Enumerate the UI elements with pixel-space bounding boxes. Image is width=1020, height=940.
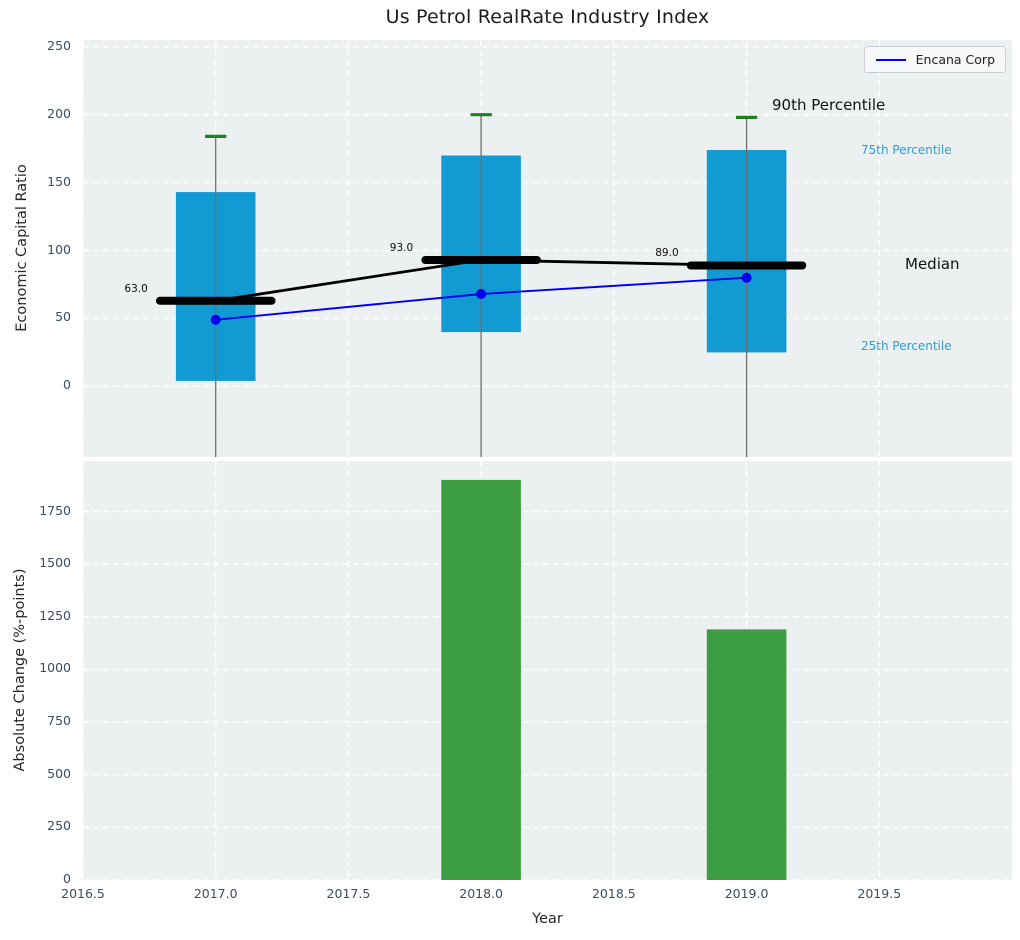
top-y-tick-200: 200 xyxy=(47,105,71,121)
x-tick-2016.5: 2016.5 xyxy=(61,886,105,901)
bottom-y-tick-750: 750 xyxy=(47,713,71,729)
top-y-tick-100: 100 xyxy=(47,241,71,257)
encana-point-2018 xyxy=(476,289,487,299)
bottom-y-tick-0: 0 xyxy=(63,871,71,886)
x-tick-2018.5: 2018.5 xyxy=(591,886,636,901)
annotation-median: Median xyxy=(905,255,960,273)
x-tick-2017: 2017.0 xyxy=(193,886,238,901)
annotation-75th-percentile: 75th Percentile xyxy=(861,143,952,157)
encana-point-2017 xyxy=(210,314,221,325)
chart-title: Us Petrol RealRate Industry Index xyxy=(385,6,710,28)
legend-line-icon xyxy=(875,58,906,61)
top-y-tick-250: 250 xyxy=(47,37,71,53)
bottom-y-tick-1000: 1000 xyxy=(39,660,71,676)
x-tick-2017.5: 2017.5 xyxy=(326,886,371,901)
legend-label: Encana Corp xyxy=(915,52,995,67)
bottom-y-tick-250: 250 xyxy=(47,818,71,834)
change-bar-2018 xyxy=(441,479,521,880)
bottom-y-tick-500: 500 xyxy=(47,765,71,781)
annotation-90th-percentile: 90th Percentile xyxy=(772,96,886,114)
bottom-y-tick-1250: 1250 xyxy=(39,607,71,623)
x-tick-2019.5: 2019.5 xyxy=(857,886,902,901)
bottom-y-tick-1750: 1750 xyxy=(39,502,71,518)
top-y-tick-0: 0 xyxy=(63,377,71,393)
bottom-plot-area xyxy=(83,461,1012,880)
median-value-label-2017: 63.0 xyxy=(124,282,148,295)
x-tick-2018: 2018.0 xyxy=(459,886,504,901)
median-value-label-2019: 89.0 xyxy=(655,247,679,260)
median-value-label-2018: 93.0 xyxy=(389,242,414,255)
x-axis-title: Year xyxy=(532,911,563,927)
change-bar-2019 xyxy=(706,629,787,880)
top-y-tick-50: 50 xyxy=(55,309,71,325)
x-tick-2019: 2019.0 xyxy=(724,886,769,901)
top-plot-area xyxy=(83,40,1012,457)
annotation-25th-percentile: 25th Percentile xyxy=(861,339,952,353)
legend: Encana Corp xyxy=(863,46,1006,73)
top-y-tick-150: 150 xyxy=(47,173,71,189)
encana-point-2019 xyxy=(741,272,752,283)
bottom-y-tick-1500: 1500 xyxy=(39,555,71,571)
